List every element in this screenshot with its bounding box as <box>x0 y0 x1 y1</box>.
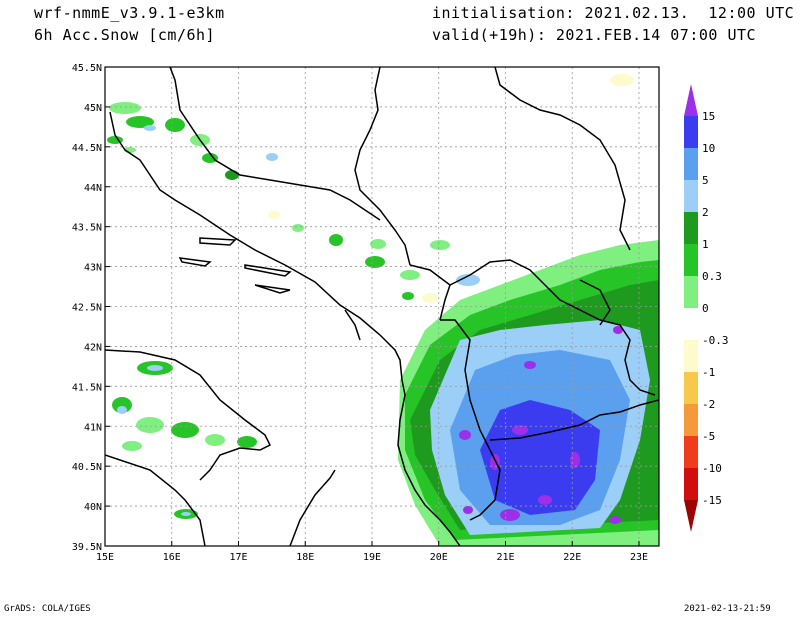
colorbar-swatch <box>684 372 698 404</box>
colorbar-label: -2 <box>702 398 715 411</box>
model-title: wrf-nmmE_v3.9.1-e3km <box>34 4 225 22</box>
colorbar-label: 5 <box>702 174 709 187</box>
lat-tick-label: 40.5N <box>72 462 102 473</box>
colorbar-swatch <box>684 308 698 340</box>
colorbar-swatch <box>684 404 698 436</box>
colorbar: 15 10 5 2 1 0.3 0 -0.3 -1 -2 -5 -10 -15 <box>684 84 729 532</box>
lat-tick-label: 43N <box>84 263 102 274</box>
lon-tick-label: 15E <box>96 552 114 563</box>
lat-tick-label: 45.5N <box>72 63 102 74</box>
lon-tick-labels: 15E 16E 17E 18E 19E 20E 21E 22E 23E <box>96 541 648 563</box>
lon-tick-label: 20E <box>430 552 448 563</box>
colorbar-label: 0.3 <box>702 270 722 283</box>
colorbar-label: -10 <box>702 462 722 475</box>
colorbar-label: -0.3 <box>702 334 729 347</box>
lat-tick-label: 44N <box>84 183 102 194</box>
lat-tick-label: 41N <box>84 422 102 433</box>
lat-tick-label: 42N <box>84 342 102 353</box>
colorbar-swatch <box>684 116 698 148</box>
lon-tick-label: 22E <box>563 552 581 563</box>
lat-tick-label: 40N <box>84 502 102 513</box>
colorbar-swatch <box>684 148 698 180</box>
lon-tick-label: 18E <box>296 552 314 563</box>
colorbar-label: 1 <box>702 238 709 251</box>
colorbar-label: -15 <box>702 494 722 507</box>
lon-tick-label: 19E <box>363 552 381 563</box>
colorbar-swatch <box>684 212 698 244</box>
snow-scattered-italy <box>112 361 257 519</box>
colorbar-label: 15 <box>702 110 715 123</box>
colorbar-label: 10 <box>702 142 715 155</box>
snow-scattered-north <box>107 102 480 300</box>
variable-title: 6h Acc.Snow [cm/6h] <box>34 26 216 44</box>
colorbar-top-triangle <box>684 84 698 116</box>
colorbar-swatch <box>684 276 698 308</box>
snow-negative-patches <box>268 74 634 303</box>
colorbar-bottom-triangle <box>684 500 698 532</box>
lat-tick-label: 42.5N <box>72 303 102 314</box>
lon-tick-label: 16E <box>163 552 181 563</box>
colorbar-label: 0 <box>702 302 709 315</box>
snow-darkblue <box>480 400 600 515</box>
lat-tick-label: 39.5N <box>72 542 102 553</box>
colorbar-label: -5 <box>702 430 715 443</box>
colorbar-swatch <box>684 468 698 500</box>
lon-tick-label: 21E <box>496 552 514 563</box>
lon-tick-label: 23E <box>630 552 648 563</box>
lon-tick-label: 17E <box>229 552 247 563</box>
valid-time: valid(+19h): 2021.FEB.14 07:00 UTC <box>432 26 757 44</box>
coastlines-borders <box>105 67 659 546</box>
init-time: initialisation: 2021.02.13. 12:00 UTC <box>432 4 795 22</box>
colorbar-label: -1 <box>702 366 715 379</box>
snow-purple-cells <box>459 326 623 524</box>
lat-tick-label: 45N <box>84 103 102 114</box>
lat-tick-label: 41.5N <box>72 382 102 393</box>
graticule <box>105 67 659 546</box>
colorbar-swatch <box>684 180 698 212</box>
colorbar-swatch <box>684 244 698 276</box>
colorbar-swatch <box>684 340 698 372</box>
footer-right: 2021-02-13-21:59 <box>684 604 771 614</box>
lat-tick-label: 44.5N <box>72 143 102 154</box>
footer-left: GrADS: COLA/IGES <box>4 604 91 614</box>
lat-tick-label: 43.5N <box>72 223 102 234</box>
colorbar-label: 2 <box>702 206 709 219</box>
colorbar-swatch <box>684 436 698 468</box>
lat-tick-labels: 39.5N 40N 40.5N 41N 41.5N 42N 42.5N 43N 43.5N 44N… <box>72 63 110 553</box>
snow-field <box>107 74 659 546</box>
